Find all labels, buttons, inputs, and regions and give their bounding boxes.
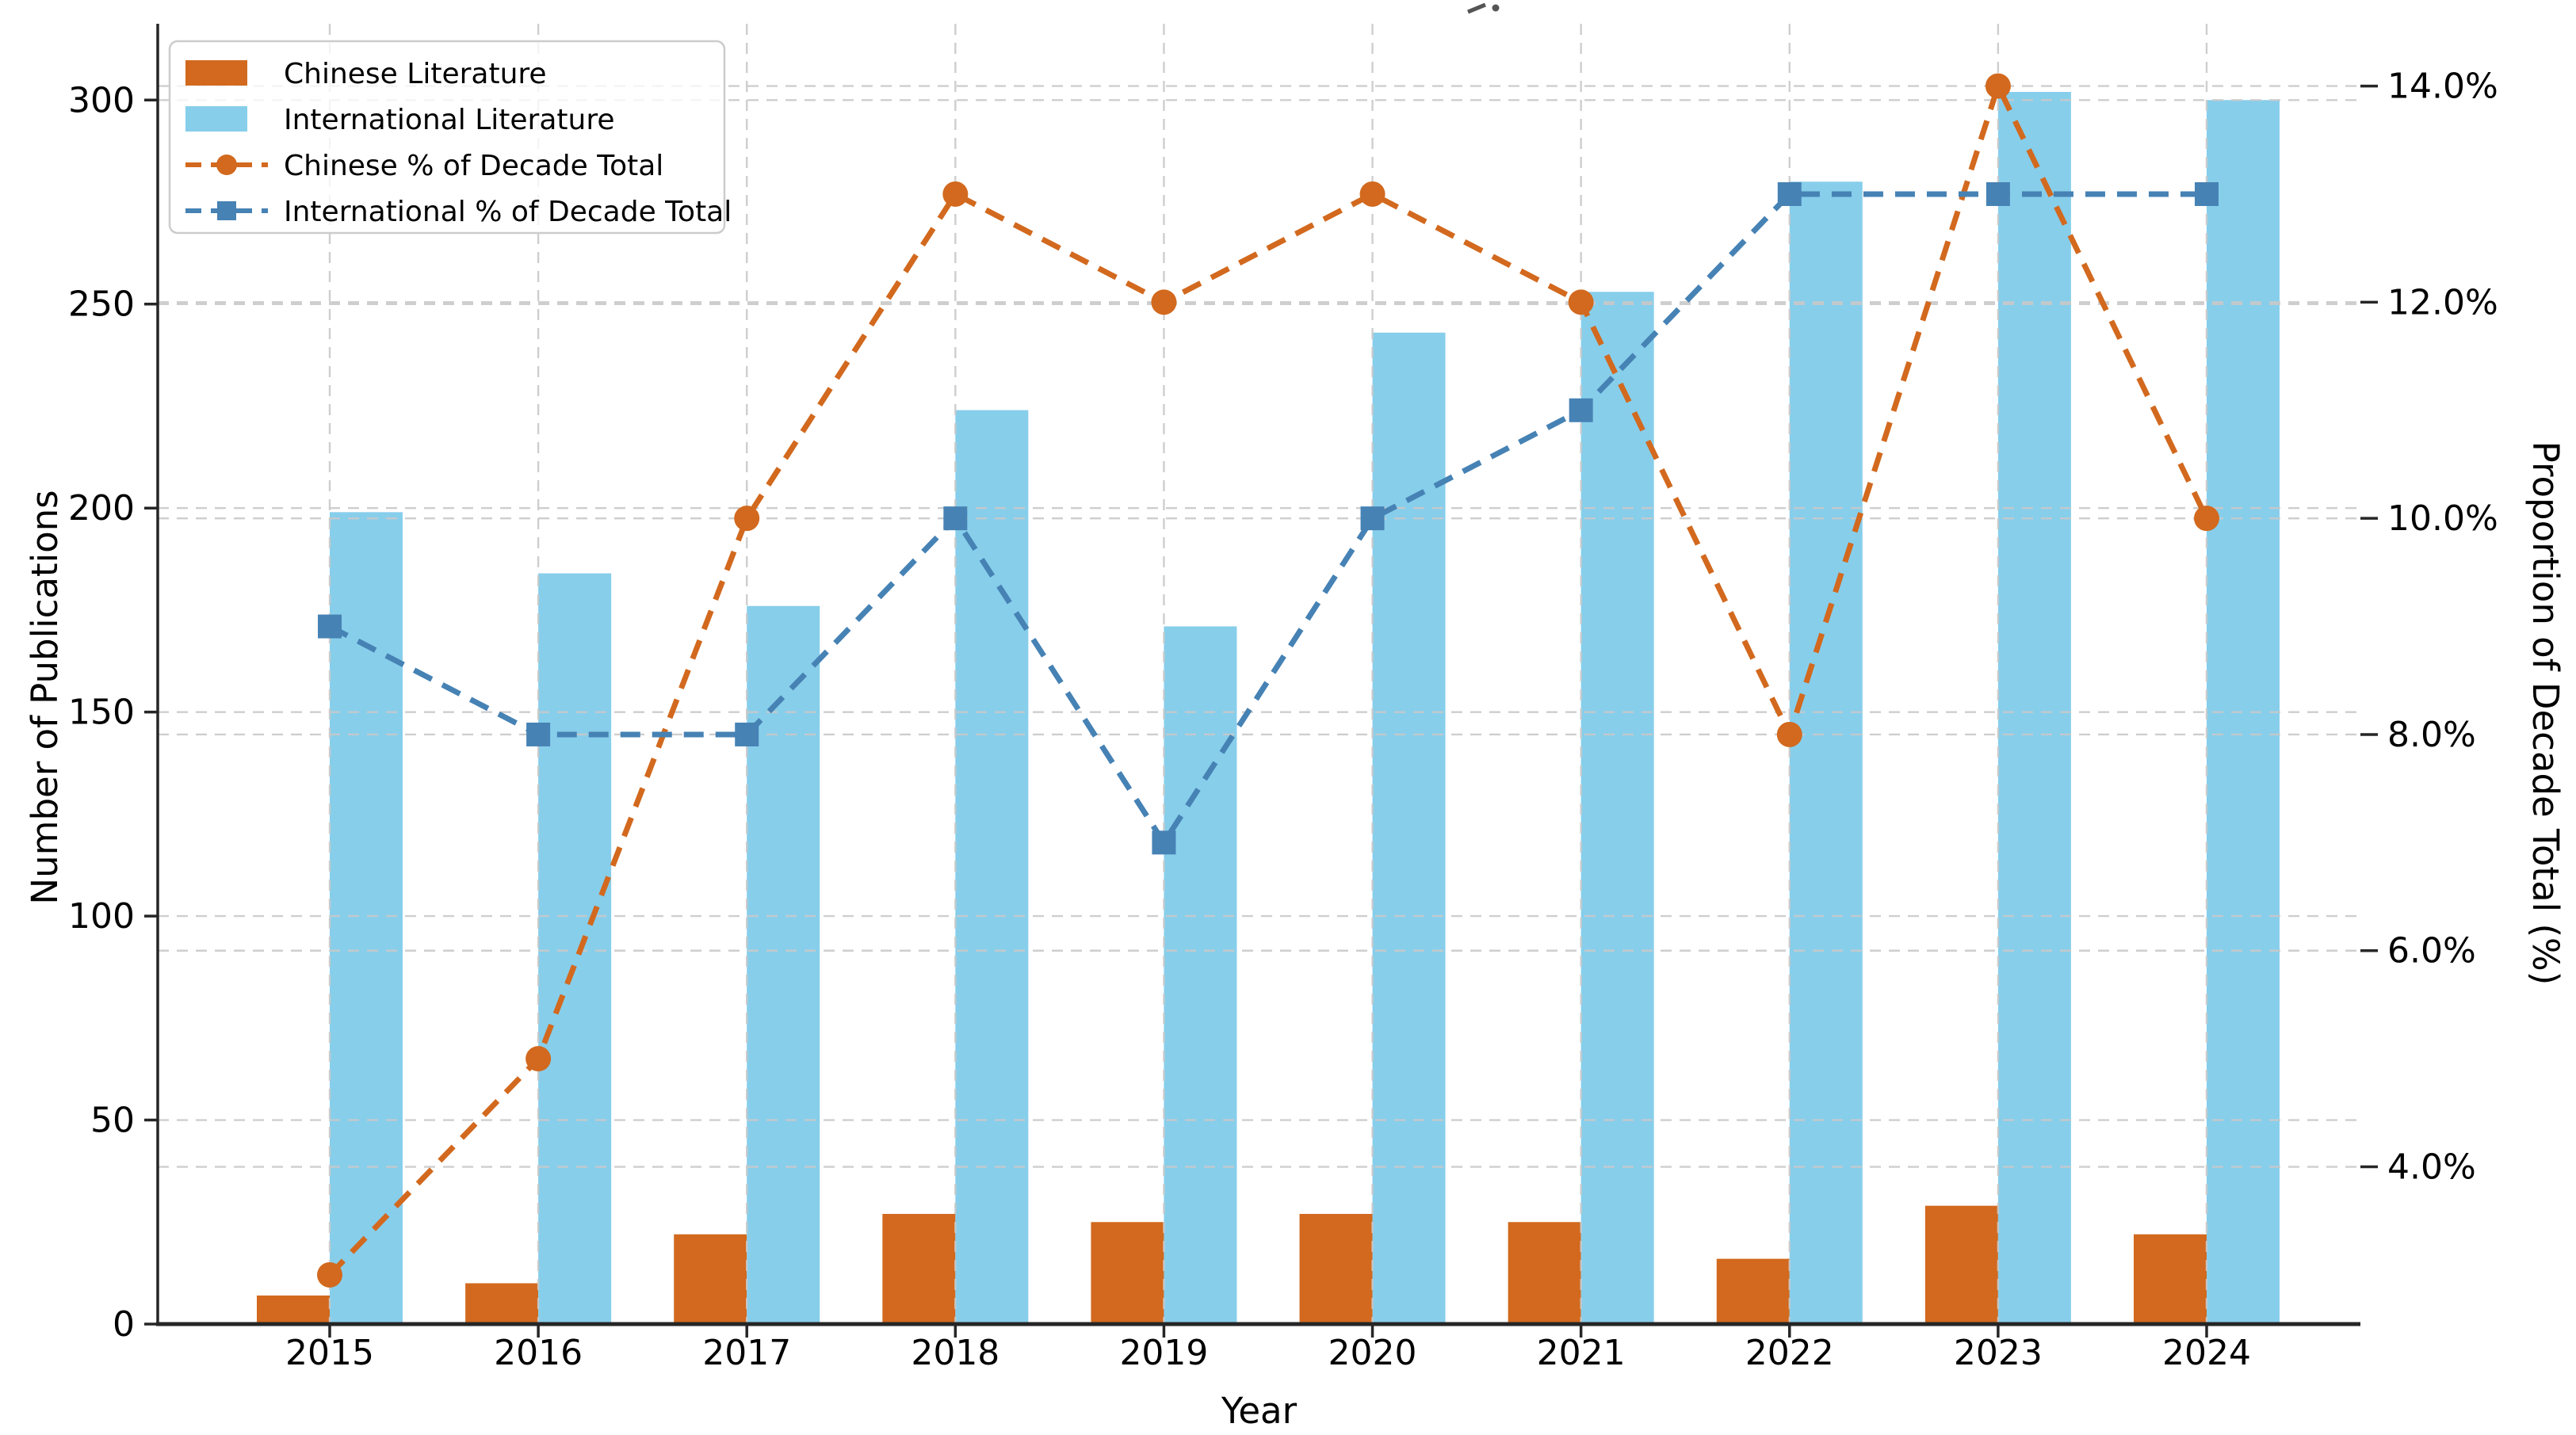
bar-chinese-2016 <box>465 1283 539 1324</box>
x-axis-title: Year <box>1221 1390 1298 1432</box>
x-tick-label: 2024 <box>2162 1333 2251 1373</box>
legend: Chinese Literature International Literatu… <box>168 40 732 235</box>
square-marker-2015 <box>318 614 342 639</box>
x-tick-label: 2018 <box>911 1333 999 1373</box>
square-marker-2016 <box>526 722 551 746</box>
right-tick-label: 10.0% <box>2387 498 2498 539</box>
bar-international-2023 <box>1997 91 2071 1325</box>
left-tick-label: 100 <box>68 896 135 937</box>
x-tick-label: 2019 <box>1119 1333 1208 1373</box>
circle-marker-2017 <box>734 506 760 532</box>
bar-chinese-2022 <box>1716 1258 1790 1324</box>
x-tick-label: 2017 <box>702 1333 791 1373</box>
right-axis-title: Proportion of Decade Total (%) <box>2524 441 2566 986</box>
square-marker-2022 <box>1777 181 1802 206</box>
left-tick-label: 300 <box>68 80 135 120</box>
bar-chinese-2023 <box>1924 1205 1998 1324</box>
square-marker-2021 <box>1569 398 1593 422</box>
circle-marker-2021 <box>1568 289 1594 315</box>
left-tick-label: 250 <box>68 284 135 325</box>
bar-international-2020 <box>1372 332 1446 1324</box>
square-marker-2019 <box>1152 830 1176 855</box>
circle-marker-2018 <box>942 181 969 207</box>
right-tick-label: 12.0% <box>2387 282 2498 322</box>
axes-layer <box>144 24 2378 1338</box>
circle-marker-2020 <box>1359 181 1385 207</box>
legend-swatch-icon <box>185 106 247 132</box>
x-tick-label: 2015 <box>285 1333 374 1373</box>
bar-chinese-2021 <box>1508 1222 1581 1324</box>
right-tick-label: 14.0% <box>2387 67 2498 107</box>
right-tick-label: 4.0% <box>2387 1147 2476 1188</box>
legend-item-2: Chinese % of Decade Total <box>185 150 663 182</box>
circle-marker-2015 <box>317 1261 342 1288</box>
x-tick-label: 2022 <box>1745 1333 1834 1373</box>
left-tick-label: 200 <box>68 488 135 529</box>
bar-chinese-2019 <box>1091 1222 1164 1324</box>
right-tick-label: 8.0% <box>2387 715 2476 755</box>
bar-international-2021 <box>1580 292 1654 1324</box>
chinese-percent-line <box>327 78 2210 1277</box>
square-marker-2020 <box>1360 506 1385 531</box>
x-tick-label: 2020 <box>1328 1333 1417 1373</box>
x-tick-label: 2016 <box>494 1333 583 1373</box>
bar-chinese-2020 <box>1299 1213 1373 1324</box>
top-edge-artifact <box>1467 2 1500 14</box>
bar-international-2022 <box>1789 181 1863 1325</box>
left-tick-label: 0 <box>113 1304 135 1345</box>
circle-marker-2024 <box>2193 506 2219 532</box>
lines-layer <box>317 73 2219 1288</box>
square-marker-2023 <box>1986 181 2010 206</box>
right-tick-label: 6.0% <box>2387 931 2476 971</box>
legend-circle-marker-icon <box>216 155 237 175</box>
square-marker-2018 <box>943 506 968 531</box>
bar-international-2019 <box>1164 626 1237 1324</box>
bar-international-2018 <box>955 410 1029 1324</box>
legend-item-label: International Literature <box>284 104 614 136</box>
left-tick-label: 50 <box>90 1101 135 1141</box>
x-tick-label: 2023 <box>1954 1333 2043 1373</box>
circle-marker-2022 <box>1776 721 1802 747</box>
legend-item-label: Chinese % of Decade Total <box>284 150 663 182</box>
bar-chinese-2024 <box>2133 1234 2207 1324</box>
x-tick-label: 2021 <box>1537 1333 1626 1373</box>
tick-labels-layer: 0 50 100 150 200 250 300 4.0% 6.0% 8.0% 10.0% 12.0%… <box>68 67 2498 1373</box>
bar-international-2017 <box>747 605 820 1324</box>
left-axis-title: Number of Publications <box>24 490 66 904</box>
square-marker-2024 <box>2194 181 2219 206</box>
legend-item-label: Chinese Literature <box>284 58 547 90</box>
legend-item-0: Chinese Literature <box>185 58 547 90</box>
bar-chinese-2017 <box>674 1234 747 1324</box>
legend-item-3: International % of Decade Total <box>185 196 732 228</box>
bar-chinese-2015 <box>257 1295 330 1324</box>
bar-international-2016 <box>538 573 612 1324</box>
left-tick-label: 150 <box>68 693 135 733</box>
bar-chinese-2018 <box>882 1213 956 1324</box>
legend-square-marker-icon <box>217 201 236 220</box>
legend-item-1: International Literature <box>185 104 614 136</box>
circle-marker-2019 <box>1151 289 1177 315</box>
legend-item-label: International % of Decade Total <box>284 196 732 228</box>
circle-marker-2016 <box>526 1046 552 1072</box>
legend-box <box>168 40 726 235</box>
circle-marker-2023 <box>1985 73 2011 99</box>
square-marker-2017 <box>735 722 759 746</box>
legend-swatch-icon <box>185 60 247 86</box>
